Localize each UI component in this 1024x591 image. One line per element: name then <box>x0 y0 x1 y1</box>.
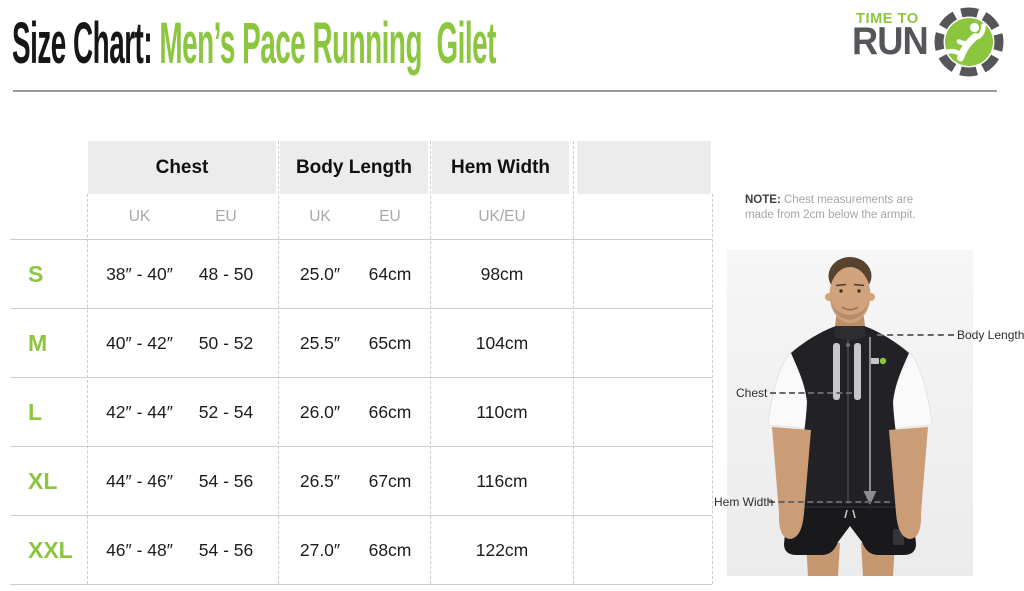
gilet-model-illustration <box>727 250 973 576</box>
column-divider <box>278 141 279 584</box>
cell-body-uk: 26.0″ <box>299 402 341 422</box>
cell-body-uk: 25.5″ <box>299 333 341 353</box>
logo-time-to-text: TIME TO <box>856 11 919 27</box>
logo-run-text: RUN <box>852 20 929 63</box>
cell-chest-eu: 52 - 54 <box>198 402 254 422</box>
cell-body-eu: 66cm <box>368 402 412 422</box>
cell-body-eu: 64cm <box>368 264 412 284</box>
cell-hem: 98cm <box>480 264 524 284</box>
chest-line <box>770 392 852 394</box>
cell-chest-eu: 48 - 50 <box>198 264 254 284</box>
size-label: S <box>28 261 44 287</box>
row-divider <box>10 239 712 240</box>
runner-stopwatch-icon <box>934 7 1004 77</box>
size-label: L <box>28 399 43 425</box>
cell-chest-eu: 54 - 56 <box>198 540 254 560</box>
table-row-xxl: XXL 46″ - 48″ 54 - 56 27.0″ 68cm 122cm <box>0 516 1024 585</box>
row-divider <box>10 308 712 309</box>
title-prefix: Size Chart: <box>12 11 160 76</box>
cell-hem: 104cm <box>475 333 529 353</box>
row-divider <box>10 584 712 585</box>
title-divider <box>13 90 997 92</box>
measurement-note: NOTE: Chest measurements are made from 2… <box>745 194 916 221</box>
row-divider <box>10 377 712 378</box>
model-photo <box>727 250 973 576</box>
cell-body-uk: 26.5″ <box>299 471 341 491</box>
size-label: M <box>28 330 48 356</box>
cell-chest-uk: 42″ - 44″ <box>106 402 173 422</box>
row-divider <box>10 515 712 516</box>
title-product: Men’s Pace Running Gilet <box>159 11 496 76</box>
chest-label: Chest <box>736 386 768 400</box>
cell-chest-uk: 46″ - 48″ <box>106 540 173 560</box>
subheader-body-eu: EU <box>379 208 401 225</box>
cell-body-eu: 67cm <box>368 471 412 491</box>
cell-body-eu: 68cm <box>368 540 412 560</box>
cell-hem: 122cm <box>475 540 529 560</box>
column-divider <box>430 141 431 584</box>
cell-hem: 116cm <box>476 471 528 491</box>
hem-width-line <box>769 501 890 503</box>
column-divider <box>573 141 574 584</box>
column-divider <box>87 194 88 584</box>
col-header-chest: Chest <box>88 141 276 194</box>
body-length-line <box>877 334 954 336</box>
cell-hem: 110cm <box>476 402 528 422</box>
note-label: NOTE: <box>745 194 781 206</box>
table-row-s: S 38″ - 40″ 48 - 50 25.0″ 64cm 98cm <box>0 240 1024 309</box>
subheader-chest-eu: EU <box>215 208 237 225</box>
cell-chest-eu: 50 - 52 <box>198 333 254 353</box>
col-header-body-length: Body Length <box>280 141 428 194</box>
cell-body-uk: 25.0″ <box>299 264 341 284</box>
subheader-body-uk: UK <box>309 208 331 225</box>
row-divider <box>10 446 712 447</box>
table-row-l: L 42″ - 44″ 52 - 54 26.0″ 66cm 110cm <box>0 378 1024 447</box>
hem-width-label: Hem Width <box>714 495 774 509</box>
cell-body-uk: 27.0″ <box>299 540 341 560</box>
cell-chest-uk: 44″ - 46″ <box>106 471 173 491</box>
subheader-hem-ukeu: UK/EU <box>478 208 526 225</box>
col-header-hem-width: Hem Width <box>432 141 569 194</box>
col-header-spacer <box>577 141 711 194</box>
table-row-xl: XL 44″ - 46″ 54 - 56 26.5″ 67cm 116cm <box>0 447 1024 516</box>
cell-body-eu: 65cm <box>368 333 412 353</box>
size-label: XXL <box>28 537 73 563</box>
body-length-label: Body Length <box>957 328 1024 342</box>
subheader-chest-uk: UK <box>128 208 151 225</box>
cell-chest-uk: 40″ - 42″ <box>106 333 173 353</box>
column-divider <box>712 194 713 584</box>
page-title: Size Chart: Men’s Pace Running Gilet <box>12 11 496 76</box>
cell-chest-uk: 38″ - 40″ <box>106 264 173 284</box>
cell-chest-eu: 54 - 56 <box>198 471 254 491</box>
size-label: XL <box>28 468 58 494</box>
table-row-m: M 40″ - 42″ 50 - 52 25.5″ 65cm 104cm <box>0 309 1024 378</box>
